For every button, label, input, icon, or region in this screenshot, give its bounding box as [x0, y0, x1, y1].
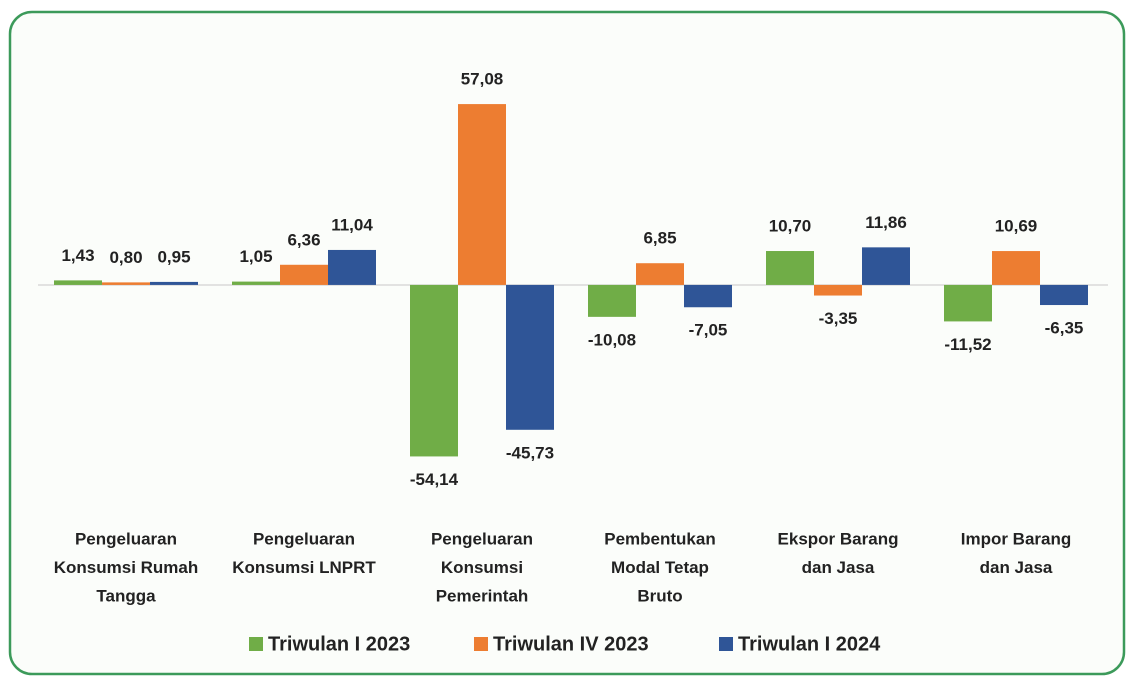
value-label: 1,05 — [239, 247, 272, 266]
value-label: 6,85 — [643, 229, 676, 248]
bar — [506, 284, 554, 430]
x-tick-label: Pemerintah — [436, 586, 529, 605]
x-tick-label: Tangga — [96, 586, 156, 605]
value-label: -7,05 — [689, 321, 728, 340]
x-tick-label: Modal Tetap — [611, 558, 709, 577]
x-tick-label: Pengeluaran — [431, 529, 533, 548]
value-label: 6,36 — [287, 230, 320, 249]
value-label: -54,14 — [410, 470, 459, 489]
x-tick-label: Pengeluaran — [75, 529, 177, 548]
value-label: 11,86 — [865, 213, 907, 232]
bar — [944, 284, 992, 322]
legend-swatch — [719, 637, 733, 651]
bar — [766, 251, 814, 285]
value-label: -11,52 — [944, 335, 991, 354]
value-label: 0,80 — [109, 248, 142, 267]
value-label: 1,43 — [61, 246, 94, 265]
x-tick-label: Pembentukan — [604, 529, 715, 548]
value-label: 10,70 — [769, 217, 812, 236]
bar — [636, 263, 684, 285]
value-label: 0,95 — [157, 247, 190, 266]
value-label: -3,35 — [819, 309, 858, 328]
x-tick-label: dan Jasa — [802, 558, 875, 577]
legend-label: Triwulan I 2023 — [268, 633, 410, 655]
bar — [232, 281, 280, 285]
bar — [1040, 284, 1088, 306]
bar — [862, 247, 910, 285]
bar — [410, 284, 458, 457]
x-tick-label: Konsumsi Rumah — [54, 558, 199, 577]
value-label: -6,35 — [1045, 319, 1084, 338]
bar — [458, 104, 506, 285]
value-label: 11,04 — [331, 215, 373, 234]
value-label: -10,08 — [588, 330, 636, 349]
legend-swatch — [249, 637, 263, 651]
bar — [992, 251, 1040, 285]
bar — [150, 281, 198, 285]
legend-swatch — [474, 637, 488, 651]
bar — [814, 284, 862, 296]
frame — [8, 10, 1126, 676]
value-label: 10,69 — [995, 217, 1038, 236]
bar — [102, 282, 150, 285]
legend-label: Triwulan I 2024 — [738, 633, 881, 655]
x-tick-label: Ekspor Barang — [778, 529, 899, 548]
x-tick-label: dan Jasa — [980, 558, 1053, 577]
x-tick-label: Konsumsi — [441, 558, 523, 577]
bar — [54, 280, 102, 285]
bar — [588, 284, 636, 317]
x-tick-label: Pengeluaran — [253, 529, 355, 548]
value-label: -45,73 — [506, 443, 554, 462]
bar — [684, 284, 732, 308]
x-tick-label: Bruto — [637, 586, 682, 605]
value-label: 57,08 — [461, 70, 504, 89]
x-tick-label: Impor Barang — [961, 529, 1072, 548]
bar — [328, 249, 376, 285]
x-tick-label: Konsumsi LNPRT — [232, 558, 376, 577]
bar — [280, 264, 328, 285]
legend-label: Triwulan IV 2023 — [493, 633, 649, 655]
